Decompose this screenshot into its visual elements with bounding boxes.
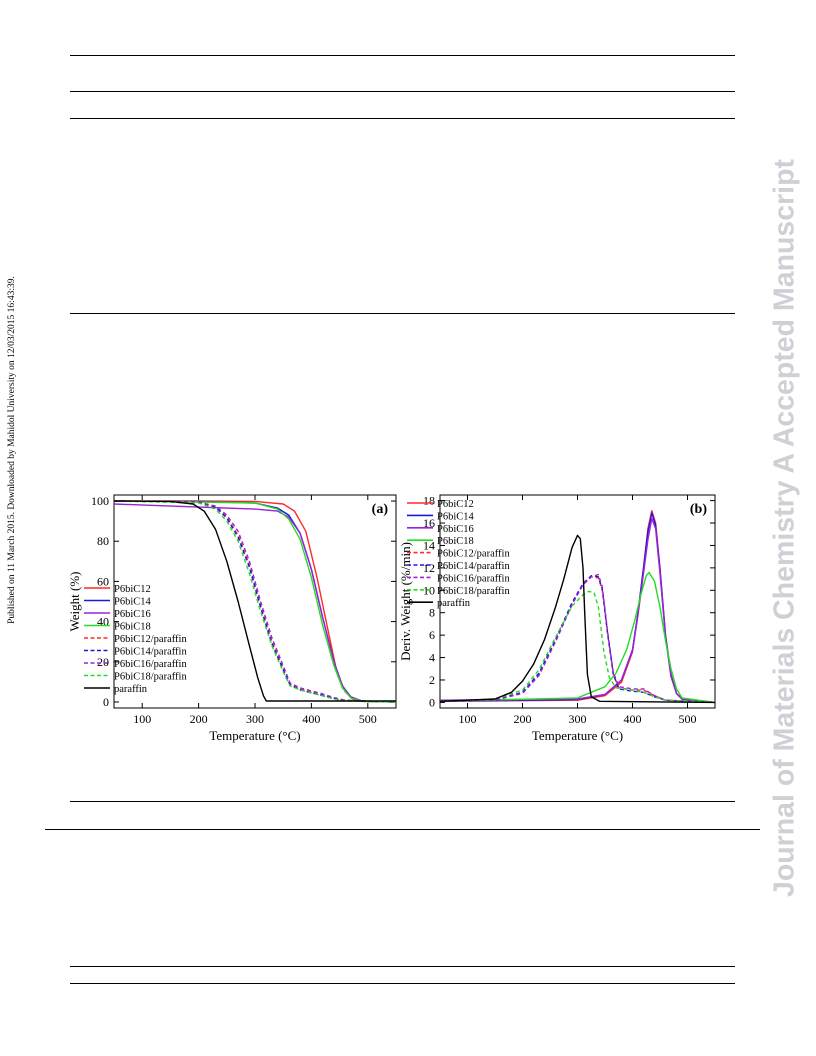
- chart-a-y-axis-label: Weight (%): [67, 572, 82, 632]
- chart-b-y-tick-label: 12: [423, 561, 435, 575]
- chart-a-legend-label: P6biC14: [114, 597, 152, 608]
- chart-b-y-tick-label: 4: [429, 651, 435, 665]
- chart-b-legend-label: paraffin: [437, 598, 471, 609]
- chart-a-x-tick-label: 400: [302, 712, 320, 726]
- chart-a-series-p6bic18-paraffin: [114, 500, 396, 703]
- chart-b-x-tick-label: 400: [624, 712, 642, 726]
- chart-b-series-p6bic16-paraffin: [440, 573, 715, 704]
- chart-a-legend-label: paraffin: [114, 684, 148, 695]
- chart-b-series-p6bic14: [440, 512, 715, 704]
- chart-b-x-tick-label: 200: [514, 712, 532, 726]
- chart-b-legend-label: P6biC12: [437, 499, 474, 510]
- chart-a-y-tick-label: 20: [97, 655, 109, 669]
- chart-a-legend-label: P6biC16/paraffin: [114, 659, 187, 670]
- rule-7: [70, 966, 735, 967]
- rule-4: [70, 313, 735, 314]
- chart-b-series-paraffin: [440, 534, 715, 704]
- chart-b-legend-label: P6biC16/paraffin: [437, 573, 510, 584]
- chart-b-x-tick-label: 500: [679, 712, 697, 726]
- chart-b-y-tick-label: 6: [429, 628, 435, 642]
- chart-a-panel-label: (a): [372, 502, 389, 517]
- rule-8: [70, 983, 735, 984]
- chart-a-y-tick-label: 0: [103, 695, 109, 709]
- chart-b-y-tick-label: 0: [429, 695, 435, 709]
- chart-b-x-tick-label: 100: [459, 712, 477, 726]
- chart-a-legend-label: P6biC18: [114, 622, 151, 633]
- chart-b-y-tick-label: 18: [423, 494, 435, 508]
- chart-a-x-tick-label: 300: [246, 712, 264, 726]
- chart-b-legend-label: P6biC14/paraffin: [437, 561, 510, 572]
- chart-a-legend-label: P6biC18/paraffin: [114, 672, 187, 683]
- chart-b-y-tick-label: 16: [423, 516, 435, 530]
- chart-a-y-tick-label: 80: [97, 534, 109, 548]
- chart-a-series-paraffin: [114, 500, 396, 702]
- chart-a-svg: 100 200 300 400 500 0 20 40 60 80 100 Temperature (…: [67, 494, 397, 743]
- chart-a-series-p6bic16: [114, 503, 396, 703]
- chart-b-panel-label: (b): [690, 502, 707, 517]
- chart-a-series-p6bic18: [114, 500, 396, 703]
- chart-a-y-tick-label: 100: [91, 494, 109, 508]
- publication-note-text: Published on 11 March 2015. Downloaded b…: [7, 276, 17, 624]
- chart-b-x-tick-label: 300: [569, 712, 587, 726]
- chart-b-y-tick-label: 8: [429, 606, 435, 620]
- chart-b-legend-label: P6biC12/paraffin: [437, 549, 510, 560]
- chart-b-y-axis-label: Deriv. Weight (%/min): [400, 542, 413, 661]
- chart-a-series-p6bic16-paraffin: [114, 500, 396, 703]
- chart-a-legend-label: P6biC16: [114, 609, 151, 620]
- chart-a-y-tick-label: 40: [97, 615, 109, 629]
- chart-b-series-p6bic18: [440, 571, 715, 704]
- chart-panel-b: 100 200 300 400 500 0 2 4 6 8 10 12 14 16 18 Temperatur…: [398, 490, 750, 760]
- chart-b-legend-label: P6biC14: [437, 511, 475, 522]
- chart-panel-a: 100 200 300 400 500 0 20 40 60 80 100 Temperature (…: [65, 490, 415, 760]
- chart-b-series-p6bic14-paraffin: [440, 574, 715, 704]
- chart-a-x-tick-label: 100: [133, 712, 151, 726]
- chart-b-legend-label: P6biC18: [437, 536, 474, 547]
- chart-b-x-axis-label: Temperature (°C): [532, 728, 623, 743]
- chart-b-legend-label: P6biC18/paraffin: [437, 586, 510, 597]
- chart-b-series-p6bic16: [440, 517, 715, 704]
- publication-note: Published on 11 March 2015. Downloaded b…: [2, 250, 22, 650]
- rule-3: [70, 118, 735, 119]
- rule-2: [70, 91, 735, 92]
- chart-b-frame: [439, 494, 716, 709]
- chart-a-x-tick-label: 500: [359, 712, 377, 726]
- chart-a-legend-label: P6biC12: [114, 584, 151, 595]
- chart-a-legend-label: P6biC12/paraffin: [114, 634, 187, 645]
- chart-b-series-p6bic12-paraffin: [440, 576, 715, 704]
- journal-watermark: Journal of Materials Chemistry A Accepte…: [760, 110, 810, 945]
- chart-b-svg: 100 200 300 400 500024681012141618Temperatur…: [398, 494, 716, 743]
- chart-b-legend-label: P6biC16: [437, 524, 474, 535]
- chart-b-y-tick-label: 14: [423, 538, 435, 552]
- chart-a-legend-label: P6biC14/paraffin: [114, 647, 187, 658]
- chart-a-x-axis-label: Temperature (°C): [209, 728, 300, 743]
- chart-b-series-p6bic18-paraffin: [440, 590, 715, 704]
- chart-b-y-tick-label: 2: [429, 673, 435, 687]
- chart-a-series-p6bic12: [114, 500, 396, 703]
- rule-6: [45, 829, 760, 830]
- rule-1: [70, 55, 735, 56]
- chart-a-x-tick-label: 200: [190, 712, 208, 726]
- chart-b-series-p6bic12: [440, 510, 715, 704]
- chart-a-y-tick-label: 60: [97, 574, 109, 588]
- journal-watermark-text: Journal of Materials Chemistry A Accepte…: [768, 158, 801, 897]
- rule-5: [70, 801, 735, 802]
